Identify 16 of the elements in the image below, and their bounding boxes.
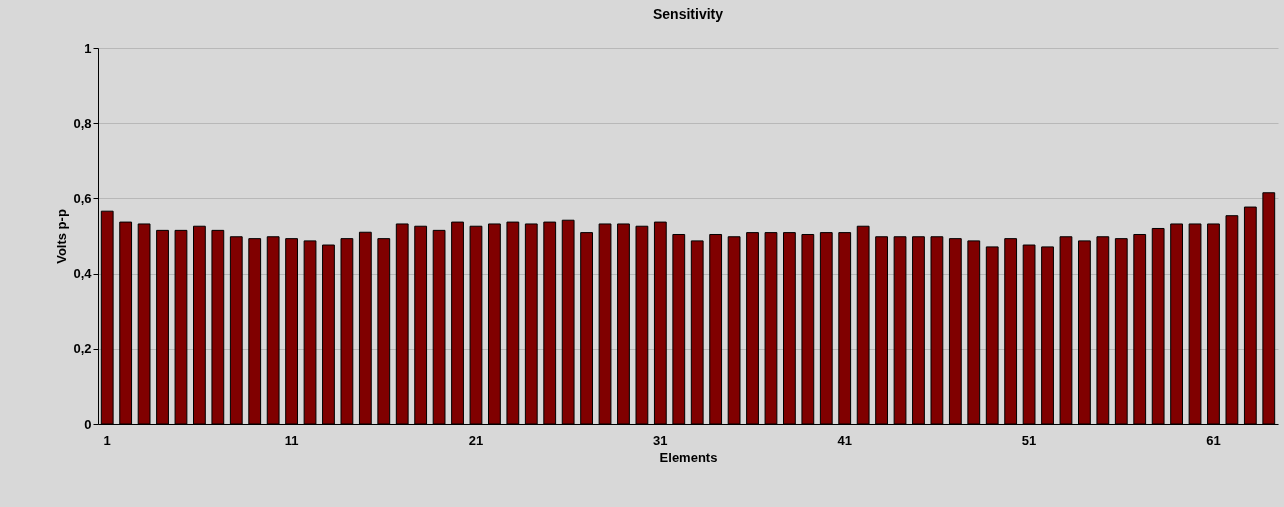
x-axis-title: Elements [659, 449, 718, 465]
x-tick-label: 51 [1021, 432, 1037, 448]
y-tick-label: 0,4 [73, 266, 93, 282]
y-axis-title: Volts p-p [54, 209, 70, 264]
x-tick-label: 1 [103, 432, 111, 448]
y-tick-label: 0,6 [73, 190, 92, 206]
x-tick-label: 21 [468, 432, 484, 448]
chart-title: Sensitivity [652, 6, 724, 22]
x-tick-label: 61 [1206, 432, 1221, 448]
x-tick-label: 31 [653, 432, 668, 448]
y-tick-label: 0,8 [73, 115, 92, 131]
y-tick-label: 1 [84, 40, 92, 56]
y-tick-label: 0,2 [73, 341, 92, 357]
x-tick-label: 41 [837, 432, 852, 448]
x-tick-label: 11 [284, 432, 299, 448]
y-tick-label: 0 [84, 416, 92, 432]
